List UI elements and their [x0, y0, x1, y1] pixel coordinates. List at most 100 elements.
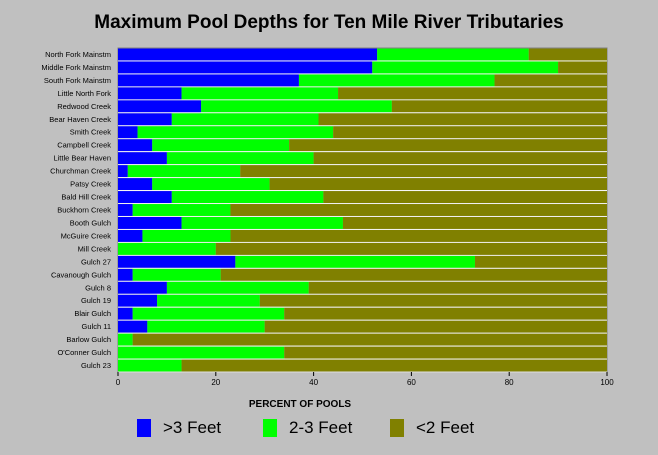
- bar-gulch-23-series-1: [118, 359, 182, 372]
- bar-bald-hill-creek-series-0: [118, 191, 172, 204]
- bar-gulch-23-series-2: [181, 359, 607, 372]
- category-label: South Fork Mainstm: [44, 76, 111, 85]
- category-label: Middle Fork Mainstm: [41, 63, 111, 72]
- bar-churchman-creek-series-2: [240, 165, 607, 178]
- category-label: Cavanough Gulch: [51, 270, 111, 279]
- bar-gulch-11-series-0: [118, 320, 148, 333]
- category-label: Gulch 27: [81, 257, 111, 266]
- bar-o-conner-gulch-series-2: [284, 346, 607, 359]
- bar-gulch-27-series-2: [474, 255, 607, 268]
- bar-little-bear-haven-series-0: [118, 152, 167, 165]
- bar-mcguire-creek-series-0: [118, 229, 143, 242]
- category-label: O'Conner Gulch: [57, 348, 111, 357]
- bar-smith-creek-series-2: [333, 126, 607, 139]
- bar-little-bear-haven-series-2: [313, 152, 607, 165]
- category-label: Little Bear Haven: [53, 154, 111, 163]
- bar-cavanough-gulch-series-2: [220, 268, 607, 281]
- bar-gulch-19-series-2: [259, 294, 607, 307]
- bar-gulch-27-series-0: [118, 255, 236, 268]
- legend-swatch-2-3-feet: [263, 419, 277, 437]
- x-axis-label: PERCENT OF POOLS: [248, 399, 352, 410]
- bar-churchman-creek-series-1: [127, 165, 241, 178]
- bar-cavanough-gulch-series-0: [118, 268, 133, 281]
- bar-campbell-creek-series-0: [118, 139, 153, 152]
- bar-barlow-gulch-series-1: [118, 333, 133, 346]
- bar-bald-hill-creek-series-2: [323, 191, 607, 204]
- category-label: North Fork Mainstm: [45, 50, 111, 59]
- x-tick-label: 60: [407, 378, 416, 387]
- bar-mcguire-creek-series-1: [142, 229, 231, 242]
- bar-gulch-19-series-1: [157, 294, 260, 307]
- bar-gulch-8-series-1: [166, 281, 309, 294]
- bar-smith-creek-series-0: [118, 126, 138, 139]
- bar-south-fork-mainstm-series-1: [298, 74, 495, 87]
- category-label: McGuire Creek: [61, 231, 112, 240]
- category-label: Blair Gulch: [74, 309, 111, 318]
- bar-redwood-creek-series-0: [118, 100, 202, 113]
- chart-title: Maximum Pool Depths for Ten Mile River T…: [94, 12, 564, 33]
- bar-cavanough-gulch-series-1: [132, 268, 221, 281]
- bar-north-fork-mainstm-series-1: [377, 48, 529, 61]
- bar-north-fork-mainstm-series-2: [528, 48, 607, 61]
- legend-label-under-2-feet: <2 Feet: [416, 418, 475, 437]
- bar-little-north-fork-series-1: [181, 87, 339, 100]
- legend-swatch-under-2-feet: [390, 419, 404, 437]
- category-label: Little North Fork: [58, 89, 112, 98]
- bar-blair-gulch-series-0: [118, 307, 133, 320]
- bar-gulch-11-series-2: [264, 320, 607, 333]
- bar-north-fork-mainstm-series-0: [118, 48, 378, 61]
- legend-label-over-3-feet: >3 Feet: [163, 418, 222, 437]
- category-label: Bald Hill Creek: [61, 193, 111, 202]
- category-label: Bear Haven Creek: [49, 115, 111, 124]
- bar-gulch-8-series-0: [118, 281, 167, 294]
- legend-swatch-over-3-feet: [137, 419, 151, 437]
- bar-middle-fork-mainstm-series-0: [118, 61, 373, 74]
- bar-gulch-11-series-1: [147, 320, 265, 333]
- bar-bear-haven-creek-series-1: [171, 113, 319, 126]
- bar-south-fork-mainstm-series-0: [118, 74, 299, 87]
- bar-little-north-fork-series-0: [118, 87, 182, 100]
- legend-label-2-3-feet: 2-3 Feet: [289, 418, 353, 437]
- bar-buckhorn-creek-series-0: [118, 204, 133, 216]
- legend-item-under-2-feet: <2 Feet: [390, 416, 474, 440]
- category-label: Mill Creek: [78, 244, 112, 253]
- legend-item-over-3-feet: >3 Feet: [137, 416, 221, 440]
- bar-south-fork-mainstm-series-2: [494, 74, 607, 87]
- bar-barlow-gulch-series-2: [132, 333, 608, 346]
- category-label: Redwood Creek: [57, 102, 111, 111]
- category-label: Booth Gulch: [70, 218, 111, 227]
- x-tick-label: 40: [309, 378, 318, 387]
- bar-patsy-creek-series-0: [118, 178, 153, 191]
- bar-gulch-8-series-2: [308, 281, 607, 294]
- bar-campbell-creek-series-1: [152, 139, 290, 152]
- category-label: Patsy Creek: [70, 180, 111, 189]
- bar-middle-fork-mainstm-series-2: [558, 61, 607, 74]
- legend-item-2-3-feet: 2-3 Feet: [263, 416, 352, 440]
- category-label: Churchman Creek: [50, 167, 111, 176]
- category-label: Gulch 19: [81, 296, 111, 305]
- bar-gulch-27-series-1: [235, 255, 475, 268]
- category-label: Gulch 23: [81, 361, 111, 370]
- bar-patsy-creek-series-1: [152, 178, 270, 191]
- bar-campbell-creek-series-2: [289, 139, 607, 152]
- category-label: Gulch 11: [82, 322, 111, 331]
- bar-redwood-creek-series-2: [391, 100, 607, 113]
- bar-redwood-creek-series-1: [201, 100, 392, 113]
- bar-o-conner-gulch-series-1: [118, 346, 285, 359]
- category-label: Smith Creek: [70, 128, 112, 137]
- category-label: Gulch 8: [85, 283, 111, 292]
- bar-patsy-creek-series-2: [269, 178, 607, 191]
- bar-buckhorn-creek-series-1: [132, 204, 231, 216]
- bar-blair-gulch-series-1: [132, 307, 285, 320]
- bar-booth-gulch-series-2: [342, 216, 607, 229]
- bar-little-bear-haven-series-1: [166, 152, 314, 165]
- category-label: Barlow Gulch: [66, 335, 111, 344]
- bar-little-north-fork-series-2: [338, 87, 607, 100]
- bar-bear-haven-creek-series-0: [118, 113, 172, 126]
- bar-mcguire-creek-series-2: [230, 229, 607, 242]
- bar-booth-gulch-series-1: [181, 216, 343, 229]
- bar-bear-haven-creek-series-2: [318, 113, 607, 126]
- category-label: Buckhorn Creek: [57, 206, 111, 215]
- bar-gulch-19-series-0: [118, 294, 158, 307]
